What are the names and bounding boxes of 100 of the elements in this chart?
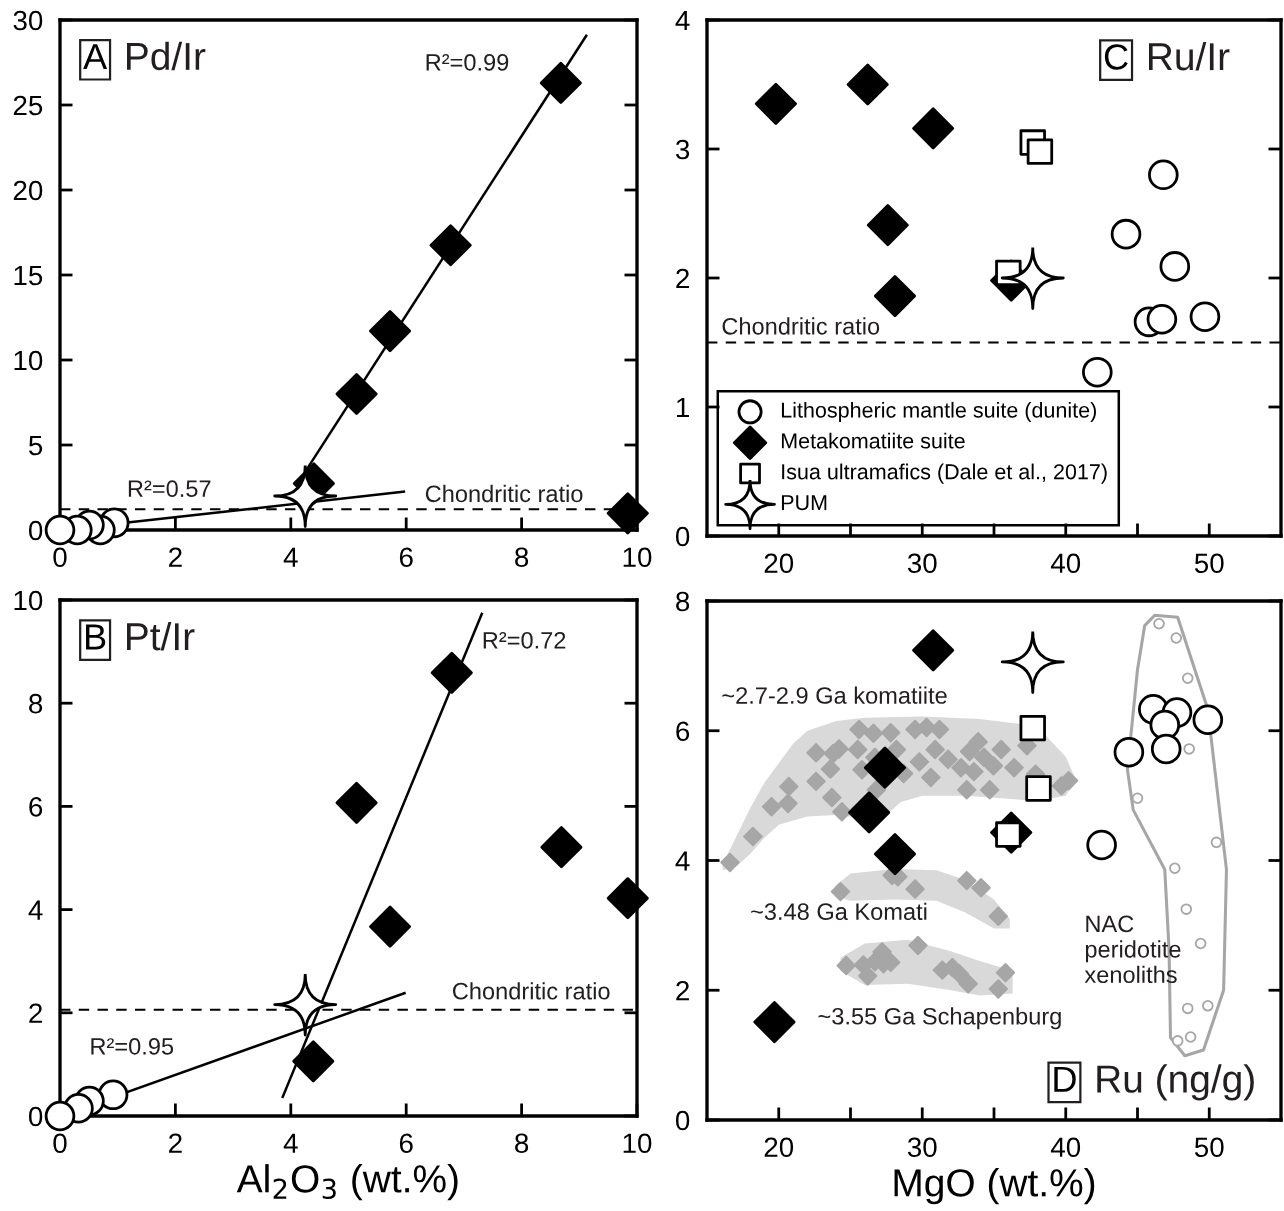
point [97,1079,129,1111]
annotation: ~3.48 Ga Komati [751,902,927,921]
point [866,780,887,800]
x-tick-label: 2 [169,1133,182,1153]
point [886,739,907,760]
point [273,464,338,528]
point [806,743,826,763]
point [991,739,1011,760]
point [912,107,955,150]
point [971,878,991,898]
point [430,651,473,694]
y-tick-label: 1 [677,397,689,418]
x-tick-label: 10 [623,547,652,568]
point [1000,246,1065,310]
point [1170,632,1183,644]
y-tick-label: 8 [29,693,43,714]
point [995,962,1016,983]
y-tick-label: 15 [14,265,43,286]
point [863,723,884,744]
y-tick-label: 0 [675,1110,690,1131]
point [929,719,950,740]
y-tick-label: 6 [29,797,43,817]
x-tick-label: 50 [1194,1137,1224,1158]
point [1192,704,1224,735]
y-tick-label: 0 [28,1106,43,1127]
y-tick-label: 0 [675,526,690,547]
point [292,1040,335,1083]
x-tick-label: 8 [515,547,529,568]
annotation: R²=0.57 [128,480,211,498]
point [429,224,472,267]
legend-label: PUM [781,495,827,511]
point [1189,301,1221,332]
point [1025,775,1052,802]
point [44,1100,76,1132]
point [830,881,851,902]
text: A [83,44,108,70]
point [778,793,798,814]
point [1159,251,1191,282]
x-tick-label: 8 [515,1133,529,1154]
y-tick-label: 20 [13,180,43,201]
point [753,1001,796,1044]
point [979,780,1000,800]
x-tick-label: 6 [399,547,413,568]
point [754,82,797,125]
point [1210,836,1223,849]
point [974,747,994,768]
point [847,739,868,760]
point [1150,733,1182,765]
point [1153,617,1165,630]
point [335,781,378,824]
point [1194,937,1207,950]
legend-label: Isua ultramafics (Dale et al., 2017) [782,463,1107,484]
point [857,966,878,986]
y-tick-label: 30 [13,10,43,31]
x-tick-label: 0 [53,547,67,568]
point [1202,1000,1214,1012]
point [539,61,582,104]
point [1181,1002,1194,1015]
point [1181,672,1194,684]
point [921,767,941,788]
legend-label: Metakomatiite suite [781,432,965,449]
x-tick-label: 50 [1194,553,1224,574]
point [44,514,76,546]
annotation: Chondritic ratio [425,484,583,503]
point [938,749,958,770]
point [956,870,977,891]
point [968,732,988,752]
point [1131,792,1144,804]
point [1148,159,1179,191]
chart-subtitle: Ru/Ir [1149,41,1230,71]
annotation: Chondritic ratio [452,982,610,1000]
point [1183,743,1195,755]
point [956,780,977,800]
point [1180,903,1193,915]
annotation: R²=0.99 [426,53,509,71]
point [1171,1035,1184,1047]
y-tick-label: 4 [675,851,690,871]
x-axis-title: Al$_{2}$O$_{3}$ (wt.%) [236,1164,458,1201]
annotation: R²=0.72 [483,631,566,649]
point [951,757,971,778]
point [820,759,841,779]
x-tick-label: 2 [169,547,182,567]
x-tick-label: 0 [53,1133,67,1154]
point [873,275,917,318]
point [1169,862,1181,875]
y-tick-label: 3 [675,139,690,160]
x-tick-label: 20 [764,1137,794,1158]
point [863,746,906,789]
text: Ru (ng/g) [1097,1064,1254,1101]
point [335,372,378,416]
point [1110,218,1142,250]
point [873,832,917,876]
text: B [86,624,106,650]
x-tick-label: 40 [1050,553,1081,574]
y-tick-label: 2 [676,980,689,1001]
y-tick-label: 10 [14,590,43,611]
x-tick-label: 10 [623,1133,652,1154]
point [1146,304,1178,335]
annotation: ~3.55 Ga Schapenburg [818,1007,1061,1030]
point [925,739,945,760]
